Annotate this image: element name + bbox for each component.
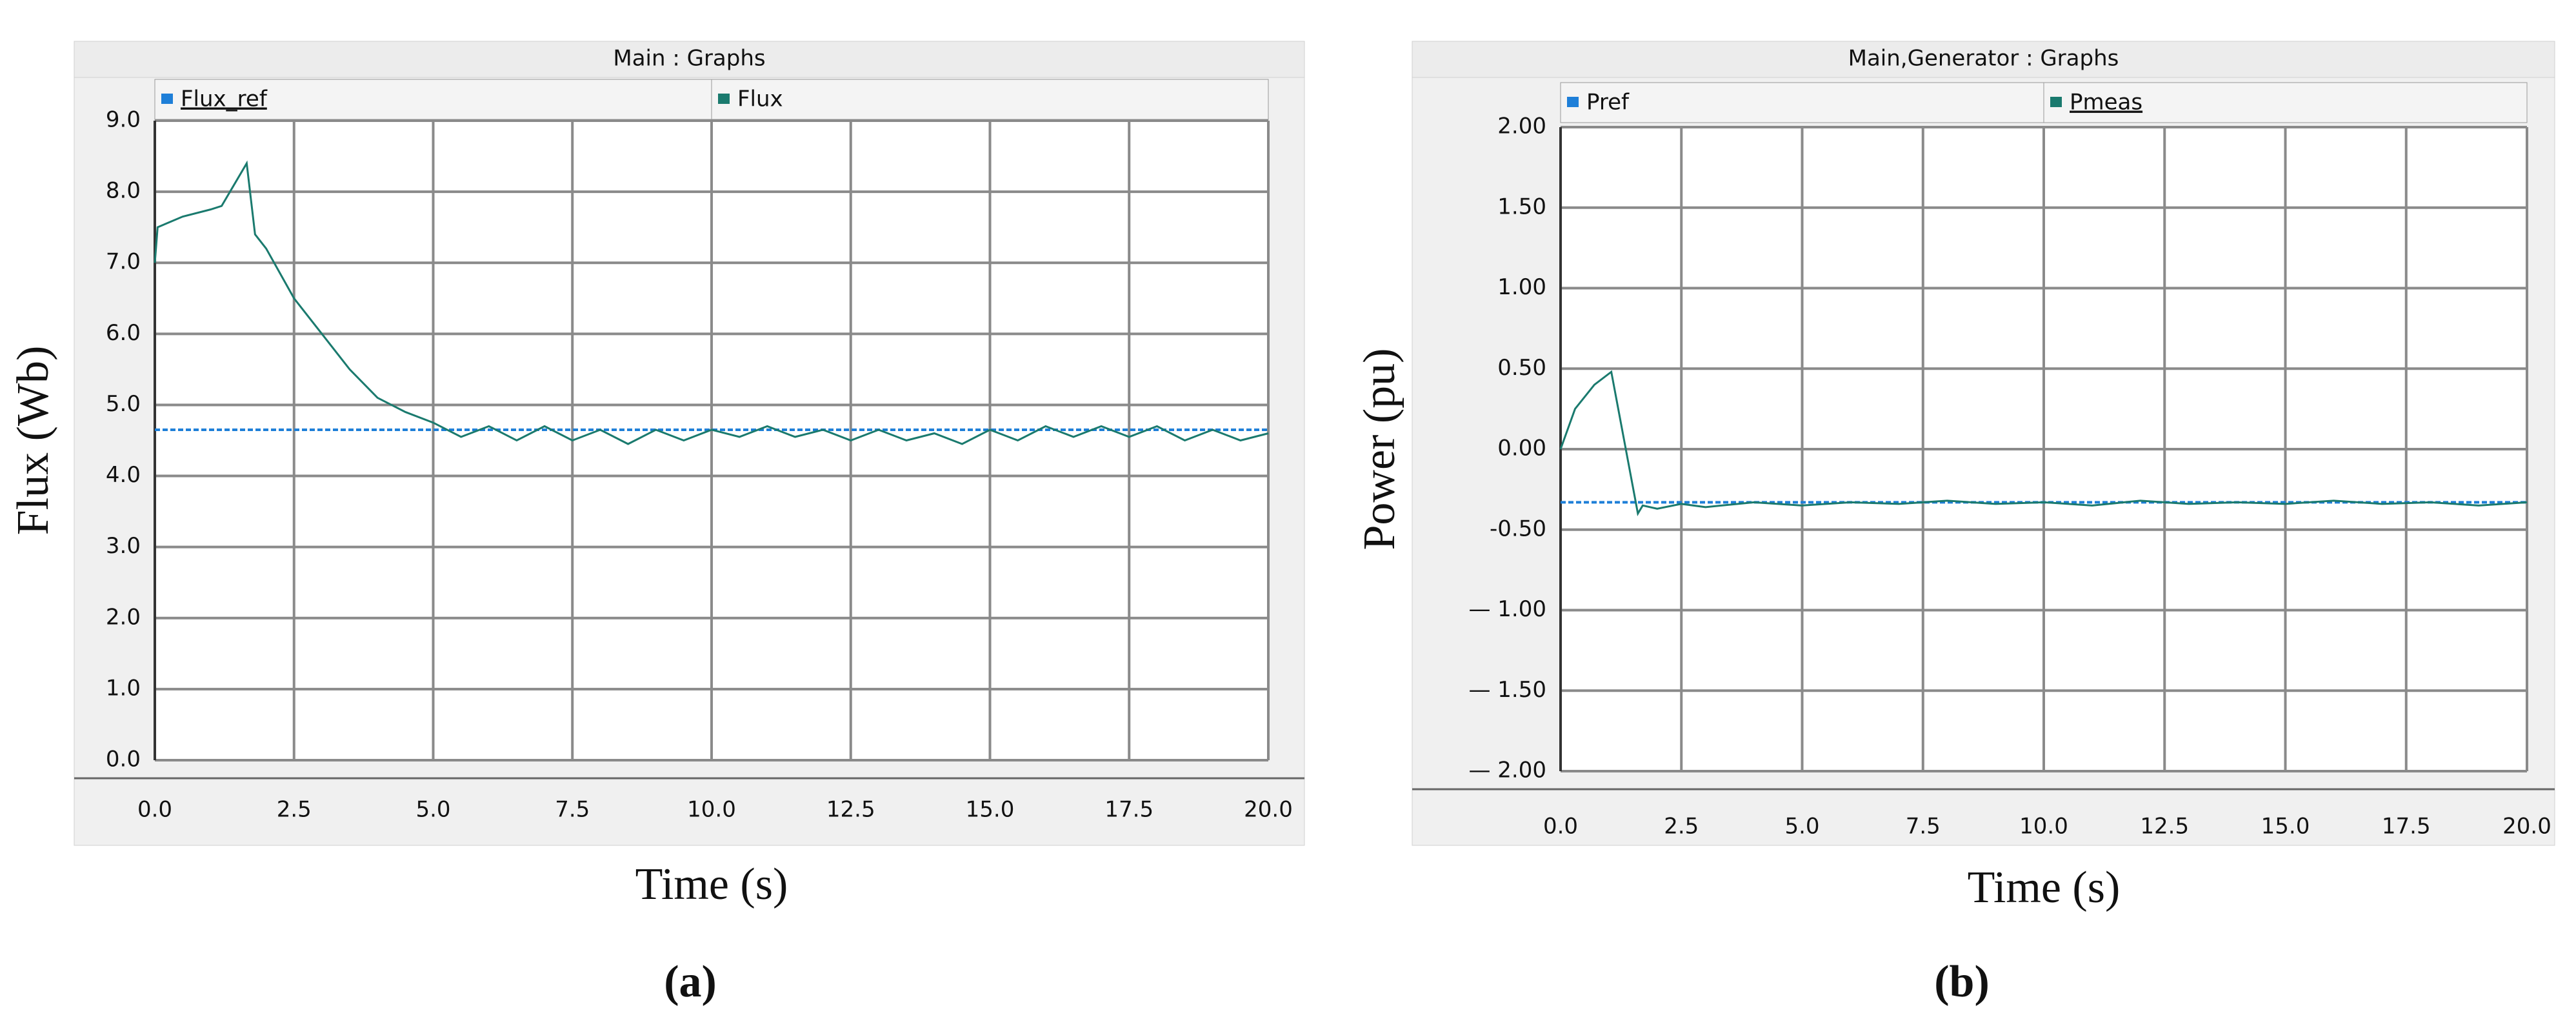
caption: (b) <box>1934 957 1990 1007</box>
y-tick-label: — 1.50 <box>1468 677 1546 703</box>
legend-cell <box>1560 82 2044 123</box>
x-tick-label: 7.5 <box>555 797 590 823</box>
legend-label: Flux <box>737 86 783 112</box>
x-tick-label: 2.5 <box>277 797 312 823</box>
x-axis-label: Time (s) <box>1968 863 2121 912</box>
title-bar <box>1412 41 2555 78</box>
y-tick-label: — 2.00 <box>1468 758 1546 783</box>
x-tick-label: 17.5 <box>2382 814 2431 840</box>
legend-swatch <box>2050 97 2062 107</box>
x-tick-label: 0.0 <box>137 797 172 823</box>
y-tick-label: 2.00 <box>1497 114 1546 139</box>
x-tick-label: 12.5 <box>2140 814 2189 840</box>
series-line <box>1559 370 2528 516</box>
legend-cell <box>154 79 712 120</box>
y-tick-label: 0.50 <box>1497 355 1546 381</box>
y-tick-label: 9.0 <box>106 107 141 133</box>
y-tick-label: 0.00 <box>1497 436 1546 461</box>
series-line <box>154 160 1269 445</box>
x-tick-label: 5.0 <box>1784 814 1819 840</box>
y-tick-label: 8.0 <box>106 178 141 204</box>
legend-swatch <box>718 94 730 104</box>
y-tick-label: — 1.00 <box>1468 596 1546 622</box>
x-tick-label: 20.0 <box>1244 797 1293 823</box>
y-tick-label: 7.0 <box>106 249 141 275</box>
y-tick-label: 3.0 <box>106 533 141 559</box>
y-tick-label: 1.0 <box>106 675 141 701</box>
title-bar <box>74 41 1305 78</box>
y-tick-label: -0.50 <box>1490 516 1546 541</box>
legend-swatch <box>161 94 173 104</box>
x-tick-label: 12.5 <box>826 797 875 823</box>
legend-swatch <box>1567 97 1579 107</box>
x-tick-label: 10.0 <box>2019 814 2068 840</box>
x-tick-label: 5.0 <box>415 797 450 823</box>
y-tick-label: 1.50 <box>1497 194 1546 219</box>
x-tick-label: 0.0 <box>1543 814 1578 840</box>
legend-cell <box>711 79 1269 120</box>
x-axis-label: Time (s) <box>635 860 788 909</box>
x-tick-label: 7.5 <box>1906 814 1941 840</box>
x-tick-label: 20.0 <box>2502 814 2551 840</box>
x-tick-label: 2.5 <box>1664 814 1699 840</box>
x-tick-label: 15.0 <box>2261 814 2310 840</box>
legend-label: Pref <box>1586 90 1630 116</box>
x-tick-label: 15.0 <box>966 797 1015 823</box>
legend-label: Pmeas <box>2070 90 2142 116</box>
legend-cell <box>2043 82 2528 123</box>
x-tick-label: 10.0 <box>687 797 736 823</box>
x-tick-label: 17.5 <box>1104 797 1153 823</box>
y-tick-label: 0.0 <box>106 747 141 772</box>
y-tick-label: 2.0 <box>106 604 141 630</box>
y-tick-label: 6.0 <box>106 320 141 346</box>
panel-title: Main : Graphs <box>613 46 765 72</box>
y-tick-label: 4.0 <box>106 462 141 488</box>
y-tick-label: 5.0 <box>106 391 141 417</box>
legend-label: Flux_ref <box>181 86 268 112</box>
panel-title: Main,Generator : Graphs <box>1848 46 2119 72</box>
y-tick-label: 1.00 <box>1497 274 1546 300</box>
caption: (a) <box>664 957 717 1007</box>
y-axis-label: Flux (Wb) <box>8 346 58 536</box>
y-axis-label: Power (pu) <box>1355 348 1404 550</box>
